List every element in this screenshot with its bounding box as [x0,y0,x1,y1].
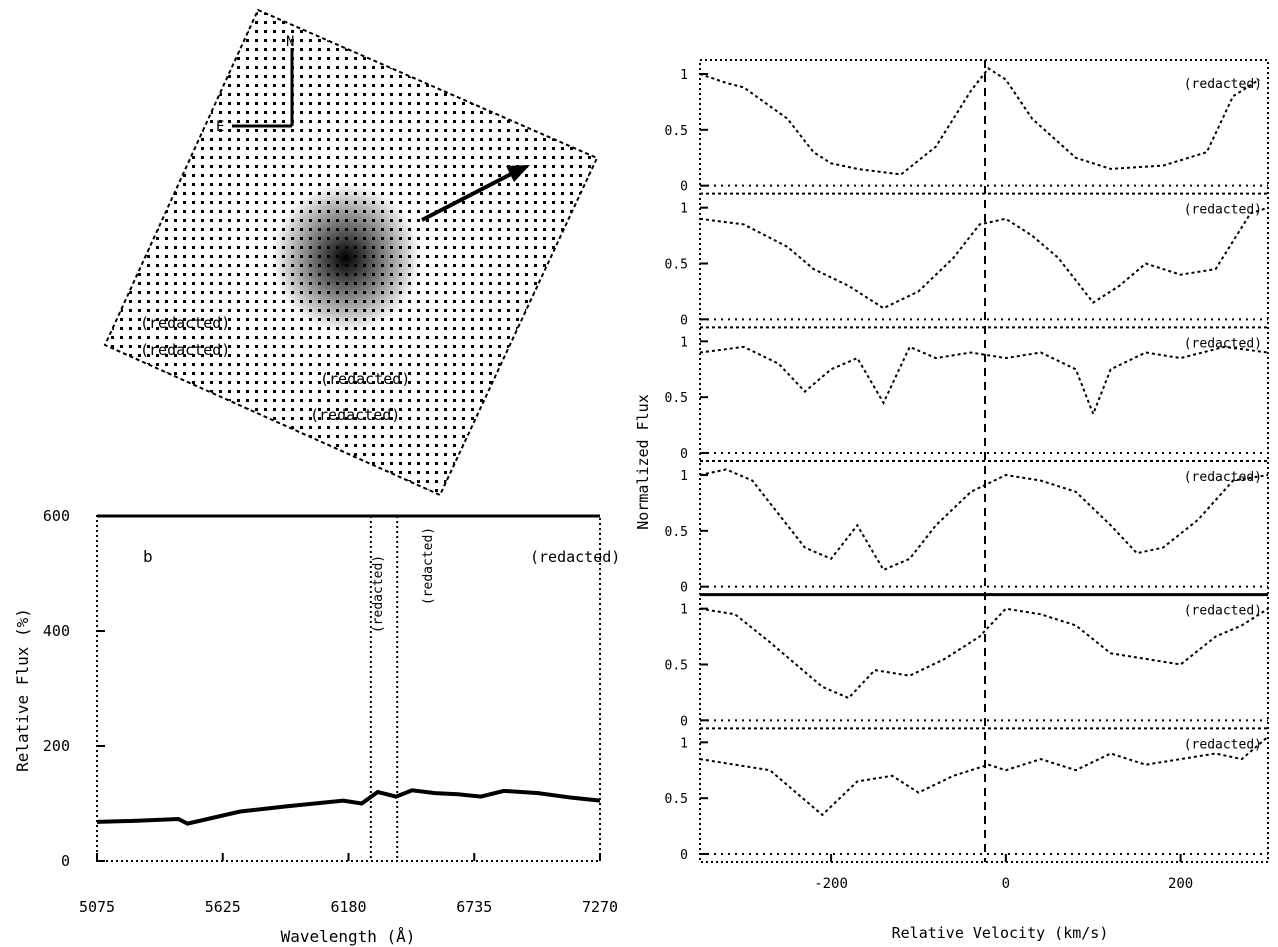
image-inset-panel: N E (redacted) (redacted) (redacted) (re… [103,8,599,497]
velocity-y-tick-label: 0.5 [665,258,688,273]
spectrum-x-tick-label: 6735 [456,898,492,916]
velocity-y-tick-label: 0 [680,447,688,462]
inset-text-4: (redacted) [310,406,400,424]
marker-label-2: (redacted) [421,527,436,605]
inset-text-1: (redacted) [140,314,230,332]
velocity-y-tick-label: 0.5 [665,525,688,540]
spectrum-y-tick-label: 0 [61,852,70,870]
velocity-series-line [699,67,1260,176]
velocity-panel-label: (redacted) [1184,203,1262,218]
velocity-y-tick-label: 0.5 [665,659,688,674]
velocity-series-line [699,735,1269,817]
velocity-x-tick-label: 0 [1002,876,1010,892]
velocity-y-tick-label: 0 [680,313,688,328]
spectrum-panel-label: b [143,547,153,566]
velocity-series-line [699,206,1269,310]
velocity-panel-label: (redacted) [1184,470,1262,485]
velocity-y-tick-label: 0 [680,581,688,596]
velocity-y-tick-label: 1 [680,68,688,83]
inset-text-2: (redacted) [140,341,230,359]
compass-east-label: E [216,119,224,135]
velocity-stack-panel: Relative Velocity (km/s) Normalized Flux… [634,59,1269,942]
velocity-panel-label: (redacted) [1184,77,1262,92]
velocity-y-tick-label: 1 [680,736,688,751]
spectrum-y-tick-label: 600 [43,507,70,525]
spectrum-y-tick-label: 200 [43,737,70,755]
velocity-y-tick-label: 1 [680,335,688,350]
velocity-y-tick-label: 0 [680,848,688,863]
direction-arrowhead [506,165,530,182]
spectrum-xlabel: Wavelength (Å) [281,927,416,946]
velocity-series-line [699,607,1269,700]
compass-north-label: N [286,34,294,50]
spectrum-corner-label: (redacted) [530,548,620,566]
velocity-y-tick-label: 1 [680,469,688,484]
spectrum-x-tick-label: 6180 [330,898,366,916]
velocity-y-tick-label: 0.5 [665,391,688,406]
velocity-panel-label: (redacted) [1184,604,1262,619]
spectrum-panel: Wavelength (Å) Relative Flux (%) b (reda… [13,507,620,946]
spectrum-x-tick-label: 5625 [205,898,241,916]
velocity-ylabel: Normalized Flux [634,394,652,529]
galaxy-core [271,183,421,333]
spectrum-y-tick-label: 400 [43,622,70,640]
inset-text-3: (redacted) [320,370,410,388]
velocity-series-line [699,345,1269,417]
velocity-panel-label: (redacted) [1184,737,1262,752]
velocity-series-line [699,468,1269,572]
spectrum-x-tick-label: 5075 [79,898,115,916]
spectrum-x-tick-label: 7270 [582,898,618,916]
velocity-y-tick-label: 1 [680,603,688,618]
velocity-y-tick-label: 1 [680,202,688,217]
velocity-y-tick-label: 0 [680,180,688,195]
velocity-x-tick-label: -200 [814,876,848,892]
velocity-y-tick-label: 0 [680,714,688,729]
velocity-xlabel: Relative Velocity (km/s) [892,924,1109,942]
spectrum-ylabel: Relative Flux (%) [13,608,32,772]
velocity-panel-label: (redacted) [1184,336,1262,351]
velocity-x-tick-label: 200 [1168,876,1193,892]
direction-arrow [421,170,516,222]
velocity-y-tick-label: 0.5 [665,792,688,807]
spectrum-frame [96,515,601,862]
velocity-y-tick-label: 0.5 [665,124,688,139]
marker-label-1: (redacted) [371,555,386,633]
spectrum-series-line [96,788,601,826]
